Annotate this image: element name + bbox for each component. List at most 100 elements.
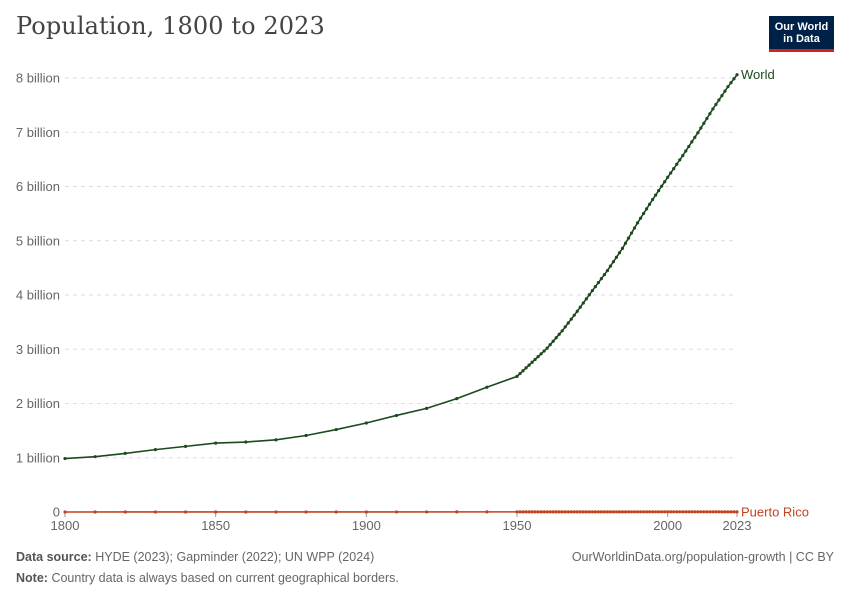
data-point [596,281,600,285]
x-tick-label: 2000 [653,518,682,533]
data-point [705,510,709,514]
data-point [663,510,667,514]
data-point [690,510,694,514]
data-point [684,149,688,153]
series-world [63,73,739,461]
data-point [681,510,685,514]
data-point [244,510,248,514]
data-point [304,433,308,438]
data-point [705,116,709,121]
data-point [672,510,676,514]
data-point [617,251,622,255]
source-url-link[interactable]: OurWorldinData.org/population-growth | C… [571,550,834,564]
data-point [364,510,368,514]
data-point [714,102,718,107]
y-tick-label: 2 billion [16,396,60,411]
data-point [605,510,610,514]
data-point [274,438,278,442]
data-point [536,510,540,514]
data-point [641,510,646,514]
data-point [645,207,649,211]
data-point [632,226,637,230]
data-point [657,189,661,193]
data-point [626,510,631,514]
data-point [651,197,655,202]
data-point [623,510,628,514]
data-point [723,89,727,93]
data-point [632,510,637,514]
series-label: World [741,67,775,82]
data-point [569,317,573,321]
data-point [566,510,570,514]
data-point [524,366,528,370]
y-axis-ticks: 0 1 billion 2 billion 3 billion 4 billion 5 b… [16,71,60,520]
data-point [732,77,736,81]
data-point [669,510,673,514]
note-label: Note: [16,571,48,585]
data-point [645,510,649,514]
data-point [557,332,561,336]
data-point [455,510,459,514]
data-point [654,193,658,197]
data-point [533,510,537,514]
data-point [693,135,697,139]
y-tick-label: 4 billion [16,288,60,303]
data-point [542,349,546,353]
data-point [533,357,537,362]
data-source-text: HYDE (2023); Gapminder (2022); UN WPP (2… [95,550,375,564]
data-point [611,260,616,264]
series-points [63,73,739,461]
data-point [732,510,736,514]
data-point [123,510,127,514]
data-point [620,510,625,514]
data-point [581,510,585,514]
data-point [560,329,564,333]
data-point [666,510,670,514]
data-point [425,510,429,514]
x-tick-label: 1900 [352,518,381,533]
data-point [638,510,643,514]
data-point [563,325,567,329]
data-point [669,171,673,175]
data-point [666,175,670,179]
data-point [554,336,558,340]
data-point [569,510,573,514]
series-puerto-rico [63,510,739,514]
data-point [620,246,625,250]
data-point [702,510,706,514]
data-point [554,510,558,514]
data-point [394,413,399,418]
data-point [334,510,338,514]
data-point [587,293,591,297]
data-point [599,510,603,514]
owid-logo[interactable]: Our World in Data [769,16,834,52]
data-point [687,144,691,149]
data-point [614,255,619,259]
data-point [623,241,628,245]
y-tick-label: 0 [53,505,60,520]
data-point [726,85,730,89]
series-label: Puerto Rico [741,504,809,519]
chart-title: Population, 1800 to 2023 [16,12,325,40]
data-point [635,221,640,225]
data-point [524,510,528,514]
data-point [551,339,555,343]
data-point [485,385,489,389]
data-point [578,305,582,309]
data-point [651,510,655,514]
data-source-line: Data source: HYDE (2023); Gapminder (202… [16,547,834,568]
data-point [678,510,682,514]
data-point [699,510,703,514]
data-point [693,510,697,514]
data-point [648,510,652,514]
data-point [364,421,368,425]
data-point [723,510,727,514]
data-point [617,510,622,514]
data-point [518,371,522,376]
data-point [590,510,594,514]
data-point [660,184,664,188]
data-point [557,510,561,514]
data-point [714,510,718,514]
data-point [572,510,576,514]
data-point [515,510,519,514]
